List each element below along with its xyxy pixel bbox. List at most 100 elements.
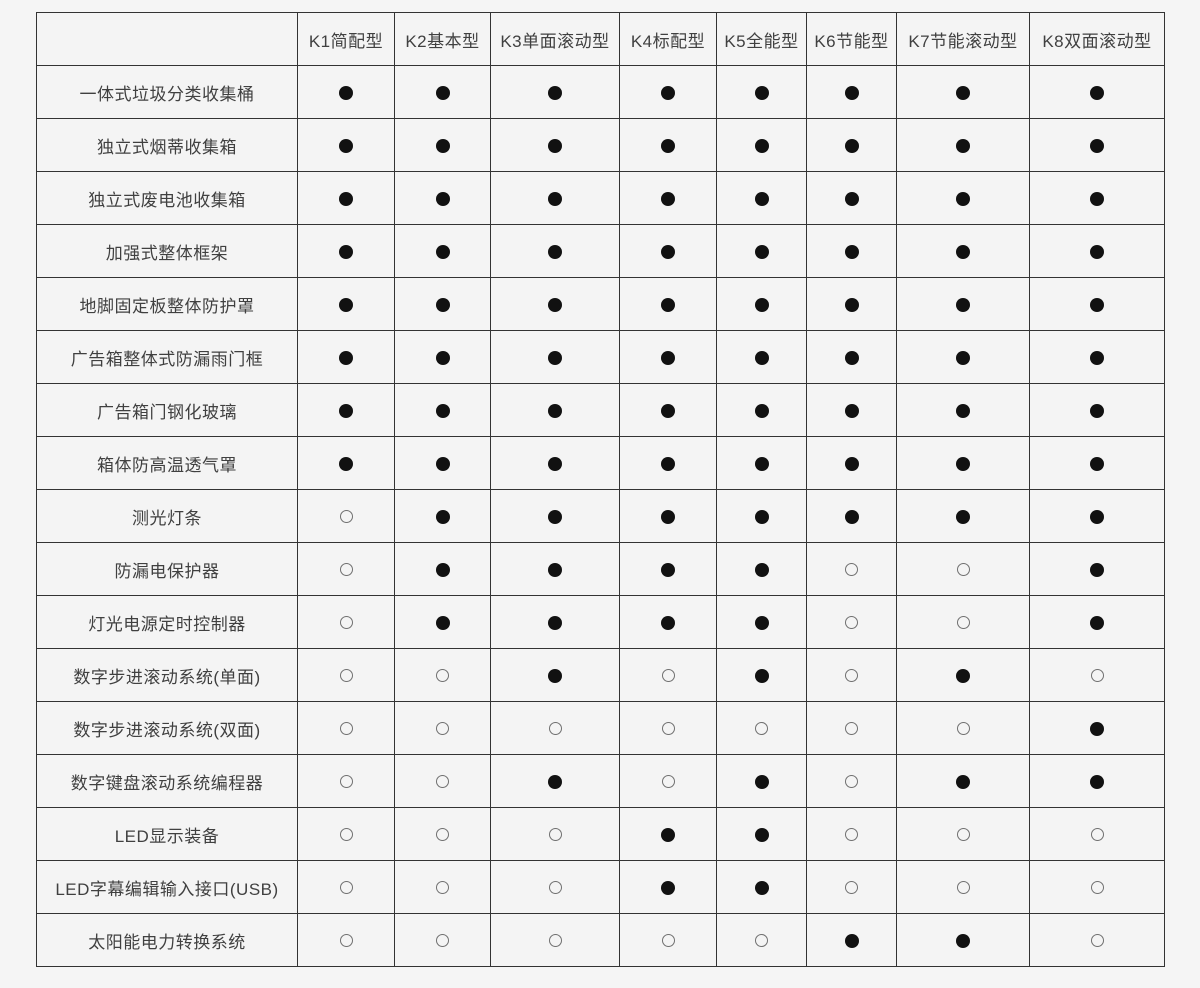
filled-circle-icon xyxy=(1090,562,1104,577)
feature-cell xyxy=(490,65,620,119)
filled-circle-icon xyxy=(844,509,859,524)
feature-cell xyxy=(806,383,897,437)
filled-circle-icon xyxy=(956,138,970,153)
feature-cell xyxy=(619,171,717,225)
spec-table-body: 一体式垃圾分类收集桶 独立式烟蒂收集箱 独立式废电池收集箱 加强式整体框架 地脚固定板整… xyxy=(36,65,1165,967)
hollow-circle-icon xyxy=(1090,828,1104,842)
hollow-circle-icon xyxy=(436,669,449,683)
filled-circle-icon xyxy=(339,350,353,365)
corner-cell xyxy=(36,12,298,66)
feature-cell xyxy=(896,171,1030,225)
feature-cell xyxy=(619,489,717,543)
feature-cell xyxy=(806,436,897,490)
feature-cell xyxy=(896,595,1030,649)
filled-circle-icon xyxy=(754,562,769,577)
hollow-circle-icon xyxy=(845,722,858,736)
hollow-circle-icon xyxy=(1090,669,1104,683)
filled-circle-icon xyxy=(339,244,353,259)
filled-circle-icon xyxy=(844,350,859,365)
filled-circle-icon xyxy=(1090,509,1104,524)
filled-circle-icon xyxy=(844,403,859,418)
column-header-k6: K6节能型 xyxy=(806,12,897,66)
filled-circle-icon xyxy=(956,509,970,524)
hollow-circle-icon xyxy=(339,669,353,683)
feature-cell xyxy=(806,65,897,119)
filled-circle-icon xyxy=(339,138,353,153)
table-row: 测光灯条 xyxy=(36,489,1165,543)
filled-circle-icon xyxy=(435,191,450,206)
filled-circle-icon xyxy=(435,138,450,153)
filled-circle-icon xyxy=(548,297,562,312)
filled-circle-icon xyxy=(661,827,675,842)
feature-label: 广告箱门钢化玻璃 xyxy=(36,383,298,437)
filled-circle-icon xyxy=(339,297,353,312)
filled-circle-icon xyxy=(956,85,970,100)
filled-circle-icon xyxy=(435,509,450,524)
filled-circle-icon xyxy=(548,244,562,259)
feature-cell xyxy=(490,330,620,384)
filled-circle-icon xyxy=(1090,615,1104,630)
feature-cell xyxy=(716,383,807,437)
feature-cell xyxy=(394,754,491,808)
feature-cell xyxy=(1029,701,1165,755)
feature-cell xyxy=(619,330,717,384)
feature-cell xyxy=(1029,224,1165,278)
filled-circle-icon xyxy=(661,191,675,206)
feature-cell xyxy=(896,913,1030,967)
feature-cell xyxy=(716,542,807,596)
filled-circle-icon xyxy=(435,85,450,100)
feature-cell xyxy=(490,701,620,755)
hollow-circle-icon xyxy=(956,881,970,895)
feature-cell xyxy=(490,754,620,808)
filled-circle-icon xyxy=(435,244,450,259)
feature-cell xyxy=(297,754,395,808)
filled-circle-icon xyxy=(844,138,859,153)
filled-circle-icon xyxy=(1090,403,1104,418)
product-spec-comparison: K1简配型 K2基本型 K3单面滚动型 K4标配型 K5全能型 K6节能型 K7节能滚动型 K… xyxy=(36,12,1165,967)
feature-cell xyxy=(619,383,717,437)
hollow-circle-icon xyxy=(548,934,562,948)
filled-circle-icon xyxy=(548,138,562,153)
filled-circle-icon xyxy=(844,191,859,206)
spec-table: K1简配型 K2基本型 K3单面滚动型 K4标配型 K5全能型 K6节能型 K7节能滚动型 K… xyxy=(36,12,1165,967)
filled-circle-icon xyxy=(548,350,562,365)
filled-circle-icon xyxy=(435,403,450,418)
hollow-circle-icon xyxy=(1090,881,1104,895)
feature-cell xyxy=(806,542,897,596)
filled-circle-icon xyxy=(339,191,353,206)
feature-cell xyxy=(1029,754,1165,808)
filled-circle-icon xyxy=(956,933,970,948)
feature-label: 数字步进滚动系统(单面) xyxy=(36,648,298,702)
filled-circle-icon xyxy=(754,297,769,312)
feature-cell xyxy=(394,277,491,331)
hollow-circle-icon xyxy=(436,881,449,895)
feature-cell xyxy=(490,436,620,490)
feature-cell xyxy=(806,330,897,384)
filled-circle-icon xyxy=(754,191,769,206)
filled-circle-icon xyxy=(548,562,562,577)
feature-cell xyxy=(806,648,897,702)
feature-cell xyxy=(806,171,897,225)
feature-cell xyxy=(806,224,897,278)
filled-circle-icon xyxy=(754,138,769,153)
feature-cell xyxy=(394,860,491,914)
filled-circle-icon xyxy=(661,403,675,418)
hollow-circle-icon xyxy=(339,828,353,842)
feature-cell xyxy=(716,595,807,649)
column-header-k8: K8双面滚动型 xyxy=(1029,12,1165,66)
table-row: 广告箱门钢化玻璃 xyxy=(36,383,1165,437)
feature-label: 数字键盘滚动系统编程器 xyxy=(36,754,298,808)
hollow-circle-icon xyxy=(661,669,675,683)
feature-cell xyxy=(806,807,897,861)
filled-circle-icon xyxy=(435,297,450,312)
filled-circle-icon xyxy=(1090,85,1104,100)
feature-cell xyxy=(806,277,897,331)
feature-cell xyxy=(1029,65,1165,119)
hollow-circle-icon xyxy=(956,828,970,842)
feature-cell xyxy=(394,595,491,649)
feature-cell xyxy=(490,489,620,543)
filled-circle-icon xyxy=(1090,456,1104,471)
filled-circle-icon xyxy=(1090,191,1104,206)
feature-label: 防漏电保护器 xyxy=(36,542,298,596)
feature-cell xyxy=(716,754,807,808)
